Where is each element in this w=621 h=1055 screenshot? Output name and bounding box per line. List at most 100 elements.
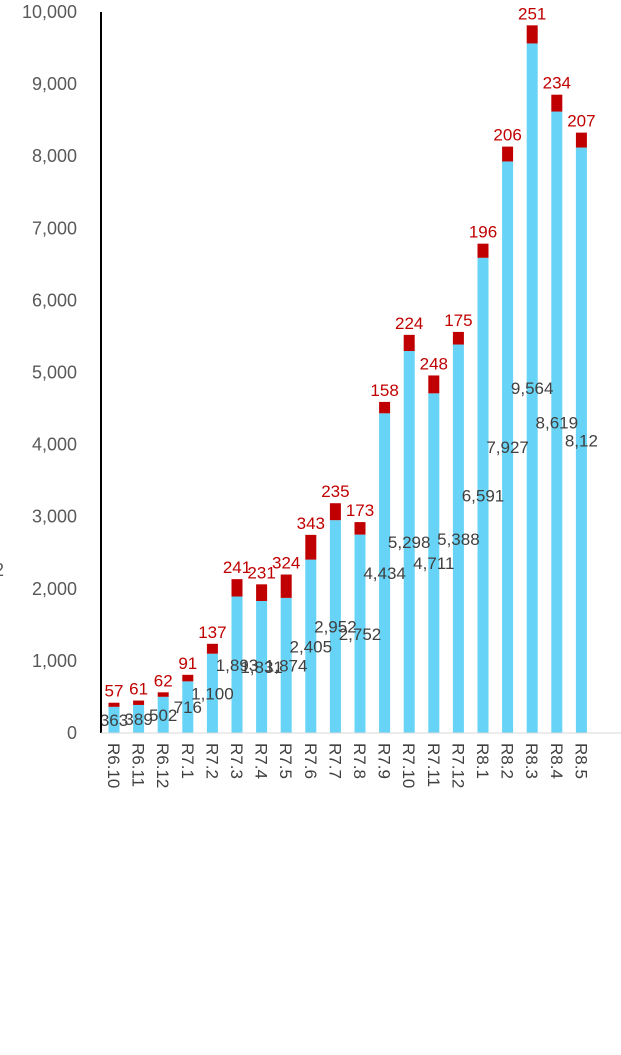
top-value-label: 158	[370, 381, 398, 400]
bar-base-segment	[354, 534, 366, 733]
bar-top-segment	[502, 146, 514, 162]
bar-top-segment	[108, 702, 120, 707]
base-value-label: 9,564	[511, 379, 554, 398]
y-tick-label: 5,000	[32, 363, 77, 383]
top-value-label: 175	[444, 311, 472, 330]
bar-base-segment	[526, 43, 538, 733]
base-value-label: 8,12	[565, 431, 598, 450]
top-value-label: 234	[543, 74, 571, 93]
top-value-label: 196	[469, 223, 497, 242]
top-value-label: 248	[420, 354, 448, 373]
bar-base-segment	[379, 413, 391, 733]
base-value-label: 7,927	[486, 438, 529, 457]
x-category-label: R7.4	[252, 743, 271, 779]
base-value-label: 2,405	[290, 637, 333, 656]
bar-base-segment	[305, 559, 317, 733]
top-value-label: 137	[198, 623, 226, 642]
base-value-label: 363	[100, 711, 128, 730]
bar-top-segment	[428, 375, 440, 394]
bar-top-segment	[452, 331, 464, 345]
y-tick-label: 0	[67, 723, 77, 743]
bar-top-segment	[206, 643, 218, 654]
base-value-label: 1,893	[216, 656, 259, 675]
x-category-label: R7.2	[202, 743, 221, 779]
top-value-label: 235	[321, 482, 349, 501]
top-value-label: 61	[129, 680, 148, 699]
bar-base-segment	[256, 600, 268, 733]
x-category-label: R7.12	[448, 743, 467, 788]
bar-base-segment	[403, 351, 415, 733]
x-axis-category-labels: R6.10 R6.11 R6.12 R7.1 R7.2 R7.3 R7.4 R7.5 R7.6 R…	[104, 743, 590, 788]
bar-top-segment	[379, 401, 391, 414]
base-value-label: 716	[174, 698, 202, 717]
bar-top-segment	[280, 574, 292, 598]
bar-top-segment	[182, 674, 194, 682]
bar-top-segment	[526, 25, 538, 44]
x-category-label: R6.10	[104, 743, 123, 788]
bar-base-segment	[575, 147, 587, 734]
x-category-label: R7.11	[424, 743, 443, 787]
y-tick-label: 3,000	[32, 507, 77, 527]
x-category-label: R7.10	[399, 743, 418, 788]
base-value-label: 1,874	[265, 656, 308, 675]
bar-top-segment	[354, 522, 366, 535]
top-value-label: 343	[297, 514, 325, 533]
base-value-label: 8,619	[536, 413, 579, 432]
base-value-label: 502	[149, 706, 177, 725]
x-category-label: R7.9	[375, 743, 394, 779]
top-value-label: 206	[493, 126, 521, 145]
bar-base-segment	[428, 393, 440, 733]
top-value-label: 207	[567, 112, 595, 131]
y-tick-label: 9,000	[32, 74, 77, 94]
x-category-label: R8.2	[498, 743, 517, 779]
bar-base-segment	[231, 596, 243, 733]
x-category-label: R7.3	[227, 743, 246, 779]
base-value-label: 2,952	[314, 618, 357, 637]
x-category-label: R8.1	[473, 743, 492, 779]
base-value-label: 1,831	[240, 658, 283, 677]
top-value-label: 91	[178, 654, 197, 673]
y-tick-label: 2,000	[32, 579, 77, 599]
bar-base-segment	[182, 681, 194, 733]
base-value-label: 6,591	[462, 486, 505, 505]
y-tick-label: 4,000	[32, 435, 77, 455]
base-value-label: 5,298	[388, 533, 431, 552]
bar-top-segment	[575, 132, 587, 148]
bar-base-segment	[133, 704, 145, 733]
bar-base-segment	[502, 161, 514, 733]
y-tick-label: 10,000	[22, 2, 77, 22]
top-value-label: 251	[518, 4, 546, 23]
bar-top-segment	[256, 584, 268, 601]
x-category-label: R6.12	[153, 743, 172, 788]
top-value-label: 57	[105, 682, 124, 701]
bar-base-segment	[329, 520, 341, 733]
top-value-label: 231	[247, 563, 275, 582]
bar-top-segment	[329, 503, 341, 521]
y-tick-label: 6,000	[32, 290, 77, 310]
bar-base-segment	[477, 257, 489, 733]
x-category-label: R7.5	[276, 743, 295, 779]
bar-base-segment	[206, 653, 218, 733]
y-tick-label: 7,000	[32, 218, 77, 238]
top-value-label: 62	[154, 671, 173, 690]
x-category-label: R7.8	[350, 743, 369, 779]
base-value-label: 1,100	[191, 684, 234, 703]
y-axis-edge-label: 2	[0, 560, 4, 580]
base-value-label: 2,752	[339, 625, 382, 644]
bar-top-segment	[551, 94, 563, 112]
bar-base-segment	[452, 344, 464, 733]
bar-top-segment	[305, 534, 317, 560]
x-category-label: R8.4	[547, 743, 566, 779]
x-category-label: R7.6	[301, 743, 320, 779]
x-category-label: R7.1	[178, 743, 197, 779]
bars-layer	[108, 25, 587, 734]
top-value-label: 173	[346, 501, 374, 520]
x-category-label: R6.11	[129, 743, 148, 787]
base-value-label: 5,388	[437, 530, 480, 549]
bar-top-segment	[133, 700, 145, 705]
bar-base-segment	[108, 706, 120, 733]
base-value-label: 389	[124, 710, 152, 729]
x-category-label: R8.3	[522, 743, 541, 779]
